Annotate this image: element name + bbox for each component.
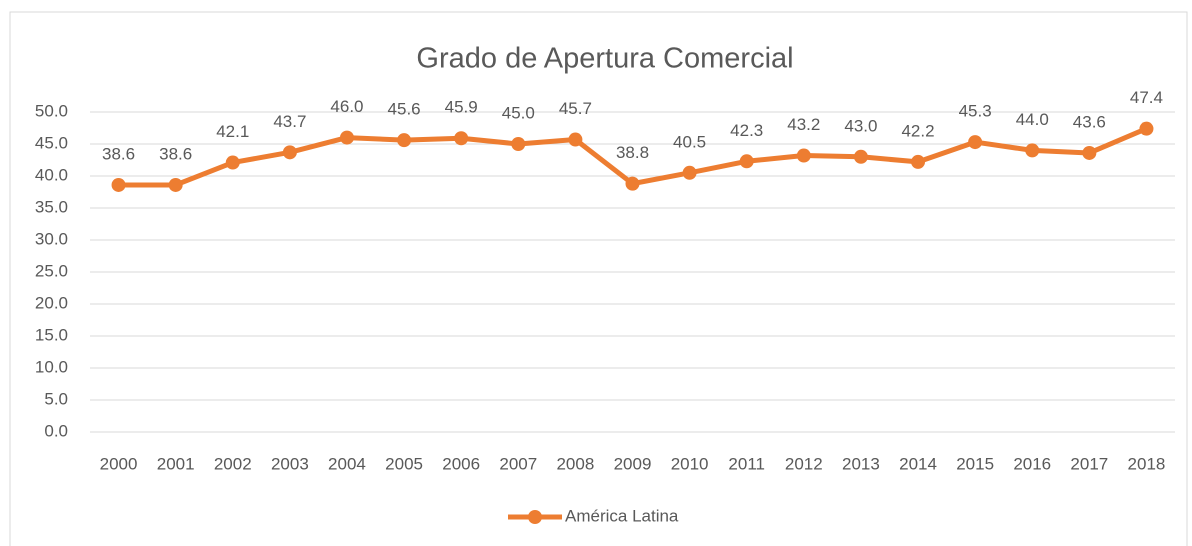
- x-tick-label: 2014: [899, 454, 937, 473]
- data-label: 38.8: [616, 143, 649, 162]
- y-tick-label: 0.0: [44, 421, 68, 440]
- data-label: 38.6: [102, 144, 135, 163]
- data-label: 42.2: [901, 121, 934, 140]
- data-point: [339, 130, 354, 145]
- x-tick-label: 2011: [728, 454, 765, 473]
- x-tick-label: 2001: [157, 454, 195, 473]
- x-tick-label: 2000: [100, 454, 138, 473]
- y-tick-label: 25.0: [35, 261, 68, 280]
- x-tick-label: 2007: [499, 454, 537, 473]
- x-tick-label: 2008: [556, 454, 594, 473]
- data-label: 45.7: [559, 99, 592, 118]
- data-label: 43.2: [787, 115, 820, 134]
- data-label: 47.4: [1130, 88, 1163, 107]
- y-tick-label: 40.0: [35, 165, 68, 184]
- data-point: [625, 176, 640, 191]
- x-tick-label: 2009: [614, 454, 652, 473]
- x-tick-label: 2017: [1070, 454, 1108, 473]
- data-point: [168, 177, 183, 192]
- data-point: [739, 154, 754, 169]
- data-point: [397, 133, 412, 148]
- x-tick-label: 2012: [785, 454, 823, 473]
- data-label: 44.0: [1016, 110, 1049, 129]
- data-point: [1082, 145, 1097, 160]
- data-point: [511, 137, 526, 151]
- x-tick-label: 2013: [842, 454, 880, 473]
- data-point: [225, 155, 240, 170]
- chart-frame: [9, 11, 1188, 546]
- data-label: 38.6: [159, 144, 192, 163]
- data-point: [853, 149, 868, 164]
- data-label: 43.7: [273, 112, 306, 131]
- data-point: [282, 145, 297, 160]
- x-tick-label: 2016: [1013, 454, 1051, 473]
- data-label: 42.3: [730, 121, 763, 140]
- data-label: 45.3: [959, 102, 992, 121]
- data-point: [1025, 143, 1040, 158]
- data-point: [911, 154, 926, 169]
- x-tick-label: 2018: [1128, 454, 1166, 473]
- data-point: [682, 165, 697, 180]
- x-tick-label: 2005: [385, 454, 423, 473]
- data-point: [1139, 121, 1154, 136]
- y-tick-label: 50.0: [35, 101, 68, 120]
- x-tick-label: 2002: [214, 454, 252, 473]
- data-label: 43.6: [1073, 112, 1106, 131]
- data-point: [454, 131, 469, 146]
- y-tick-label: 45.0: [35, 133, 68, 152]
- data-point: [568, 132, 583, 147]
- x-tick-label: 2010: [671, 454, 709, 473]
- data-point: [111, 177, 126, 192]
- legend-marker: [528, 510, 542, 524]
- y-tick-label: 30.0: [35, 229, 68, 248]
- data-point: [968, 135, 983, 150]
- y-tick-label: 15.0: [35, 325, 68, 344]
- x-tick-label: 2004: [328, 454, 366, 473]
- data-label: 43.0: [844, 116, 877, 135]
- legend-label: América Latina: [565, 506, 679, 525]
- x-tick-label: 2003: [271, 454, 309, 473]
- x-tick-label: 2015: [956, 454, 994, 473]
- y-tick-label: 20.0: [35, 293, 68, 312]
- data-label: 40.5: [673, 132, 706, 151]
- data-label: 45.0: [502, 103, 535, 122]
- chart-title: Grado de Apertura Comercial: [416, 43, 793, 75]
- y-tick-label: 35.0: [35, 197, 68, 216]
- x-tick-label: 2006: [442, 454, 480, 473]
- data-label: 45.9: [445, 98, 478, 117]
- y-tick-label: 5.0: [44, 389, 68, 408]
- y-tick-label: 10.0: [35, 357, 68, 376]
- data-label: 45.6: [388, 100, 421, 119]
- data-label: 42.1: [216, 122, 249, 141]
- data-point: [796, 148, 811, 163]
- data-label: 46.0: [330, 97, 363, 116]
